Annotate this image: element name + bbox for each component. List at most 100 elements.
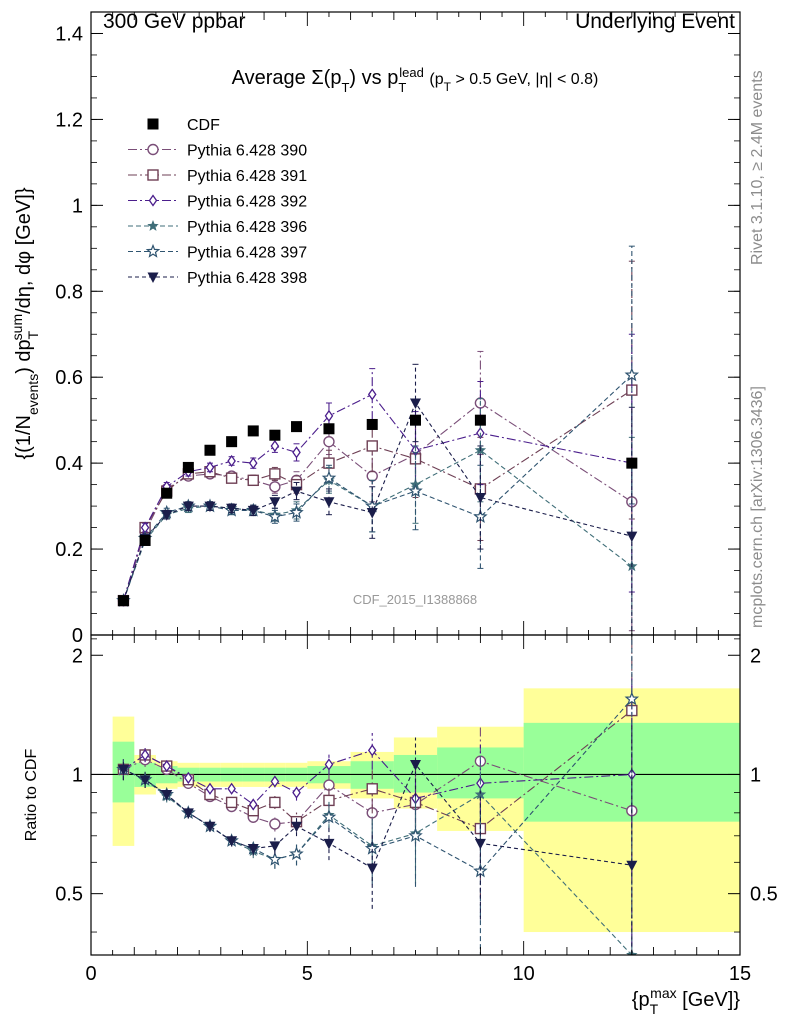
ratio-point — [474, 838, 486, 850]
ratio-y-tick-label: 1 — [72, 764, 83, 786]
ratio-point — [367, 744, 377, 757]
legend-marker — [147, 169, 159, 181]
y-axis-label: {(1/Nevents) dpTsum/dη, dφ [GeV]} — [9, 187, 41, 459]
ratio-point — [248, 798, 258, 811]
legend-marker — [148, 194, 158, 207]
x-tick-label: 15 — [729, 963, 751, 985]
cdf-point — [139, 534, 151, 546]
ratio-point — [269, 796, 281, 809]
header-left: 300 GeV ppbar — [103, 10, 245, 33]
ratio-point — [624, 691, 640, 706]
data-point — [366, 440, 378, 452]
x-tick-label: 10 — [513, 963, 535, 985]
chart-title: Average Σ(pT) vs pTlead (pT > 0.5 GeV, |… — [232, 65, 599, 95]
ratio-point — [269, 841, 281, 852]
legend: CDF Pythia 6.428 390 Pythia 6.428 391 Pythi… — [128, 117, 307, 287]
ratio-y-tick-label-right: 0.5 — [750, 884, 778, 906]
cdf-point — [269, 429, 281, 441]
ratio-point — [139, 775, 151, 786]
cdf-point — [291, 421, 303, 433]
ratio-series-6 — [117, 724, 638, 955]
ratio-data-area — [91, 635, 740, 955]
header-right: Underlying Event — [575, 10, 735, 33]
data-point — [366, 470, 378, 482]
data-point — [366, 508, 378, 519]
main-data-area — [116, 245, 640, 635]
legend-label: CDF — [187, 117, 220, 134]
ratio-point — [247, 844, 259, 855]
cdf-point — [410, 414, 421, 426]
figure-annotations: 300 GeV ppbar Underlying Event Rivet 3.1… — [103, 10, 766, 628]
legend-label: Pythia 6.428 397 — [187, 245, 307, 262]
ratio-line — [123, 768, 633, 955]
data-point — [367, 388, 377, 401]
ratio-plot-panel: 0.5 0.5 1 1 2 2 0 5 10 15 Ratio to CDF {pTmax [GeV]… — [23, 634, 778, 1017]
x-axis-label: {pTmax [GeV]} — [632, 985, 741, 1017]
analysis-watermark: CDF_2015_I1388868 — [353, 592, 477, 607]
ratio-point — [161, 789, 173, 801]
legend-marker — [147, 272, 159, 283]
ratio-point — [205, 782, 215, 795]
ratio-point — [270, 775, 280, 788]
cdf-point — [474, 414, 486, 426]
legend-marker — [147, 118, 159, 130]
mcplots-label: mcplots.cern.ch [arXiv:1306.3436] — [749, 386, 766, 628]
ratio-point — [474, 788, 487, 800]
data-point — [324, 409, 334, 423]
data-point — [205, 461, 215, 474]
ratio-point — [626, 860, 638, 872]
ratio-y-tick-label-right: 2 — [750, 645, 761, 667]
cdf-point — [204, 444, 216, 456]
cdf-point — [226, 436, 238, 448]
ratio-y-tick-label: 0.5 — [55, 884, 83, 906]
ratio-line — [123, 749, 632, 806]
ratio-point — [289, 846, 304, 861]
ratio-point — [117, 764, 129, 776]
legend-marker — [145, 243, 161, 258]
data-point — [204, 501, 216, 513]
cdf-point — [182, 461, 194, 473]
y-tick-label: 0.6 — [55, 367, 83, 389]
data-point — [225, 472, 238, 484]
cdf-point — [161, 487, 173, 499]
ratio-point — [184, 771, 193, 785]
ratio-line — [123, 763, 632, 869]
ratio-point — [204, 821, 216, 833]
data-point — [269, 468, 281, 480]
data-point — [247, 474, 259, 487]
ratio-point — [140, 748, 150, 762]
data-point — [292, 446, 301, 459]
legend-label: Pythia 6.428 398 — [187, 270, 307, 287]
series-2 — [117, 260, 638, 607]
rivet-version-label: Rivet 3.1.10, ≥ 2.4M events — [749, 70, 766, 265]
cdf-point — [247, 425, 259, 437]
y-tick-label: 0.2 — [55, 539, 83, 561]
data-point — [289, 504, 304, 519]
data-point — [408, 483, 423, 498]
ratio-point — [321, 809, 337, 824]
data-point — [321, 470, 337, 485]
ratio-point — [410, 759, 421, 771]
ratio-point — [182, 808, 194, 819]
series-line — [122, 401, 632, 601]
data-point — [624, 367, 640, 382]
ratio-point — [226, 836, 238, 847]
legend-label: Pythia 6.428 392 — [187, 194, 307, 211]
data-point — [226, 503, 238, 515]
ratio-point — [267, 851, 283, 866]
ratio-point — [408, 828, 423, 843]
ratio-point — [225, 796, 238, 809]
cdf-point — [366, 418, 378, 430]
ratio-point — [269, 818, 281, 830]
cdf-point — [117, 595, 129, 607]
ratio-y-tick-label: 2 — [72, 645, 83, 667]
data-point — [182, 501, 194, 513]
ratio-point — [292, 786, 301, 799]
data-point — [247, 505, 259, 517]
series-line — [122, 393, 632, 601]
ratio-point — [291, 821, 303, 833]
main-frame — [90, 11, 741, 636]
ratio-point — [366, 783, 378, 795]
ratio-line — [123, 698, 633, 872]
